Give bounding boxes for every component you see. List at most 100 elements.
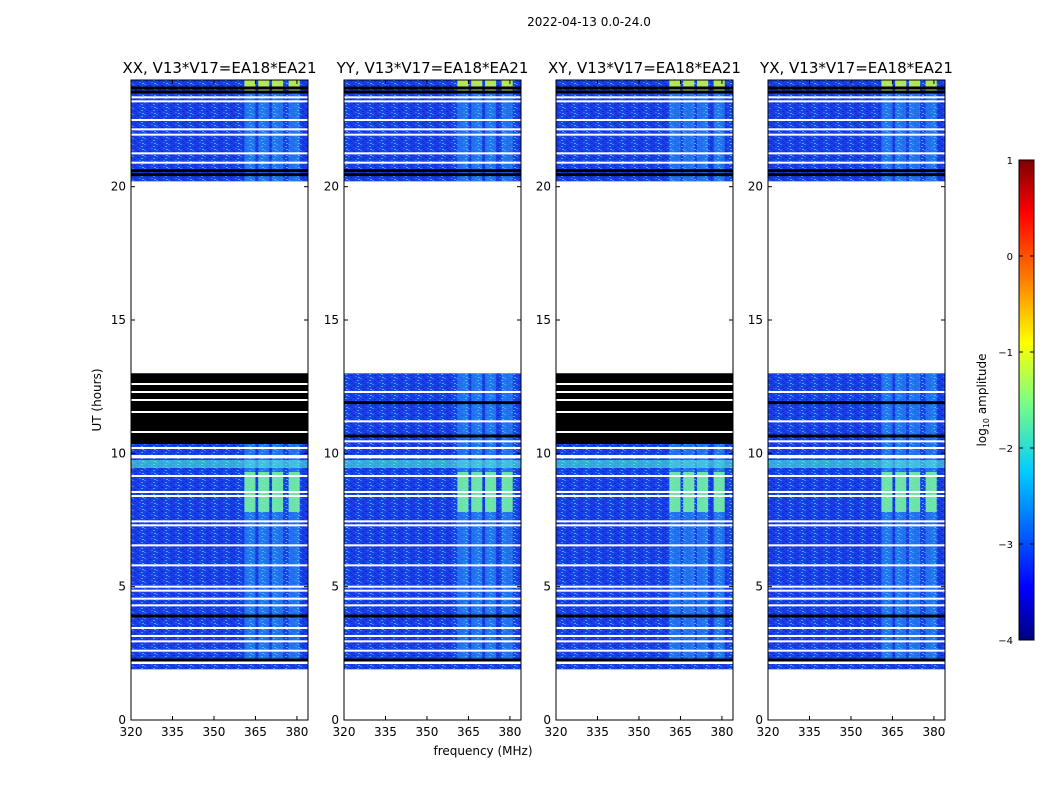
flag-line-white bbox=[768, 440, 945, 443]
flag-line-dark bbox=[131, 173, 308, 177]
flag-line-white bbox=[131, 544, 308, 547]
rfi-band bbox=[272, 373, 284, 659]
flag-line-white bbox=[768, 627, 945, 629]
x-tick-label: 380 bbox=[710, 725, 733, 739]
flag-line-white bbox=[344, 635, 521, 637]
rfi-band bbox=[909, 80, 921, 182]
y-axis-label: UT (hours) bbox=[90, 368, 104, 431]
flag-line-white bbox=[556, 96, 733, 99]
flag-line-white bbox=[131, 456, 308, 459]
rfi-band bbox=[258, 80, 270, 182]
flag-line-dark bbox=[768, 173, 945, 177]
rfi-band bbox=[895, 80, 907, 182]
y-tick-label: 0 bbox=[543, 713, 551, 727]
flag-line-white bbox=[768, 455, 945, 457]
rfi-band bbox=[457, 373, 469, 659]
flag-line-white bbox=[344, 520, 521, 523]
flag-line-white bbox=[344, 161, 521, 164]
flag-line-white bbox=[768, 491, 945, 493]
flag-line-white bbox=[556, 100, 733, 103]
flag-line-white bbox=[131, 447, 308, 449]
flag-line-white bbox=[556, 128, 733, 131]
panel-title: YX, V13*V17=EA18*EA21 bbox=[759, 59, 953, 77]
panel-title: XY, V13*V17=EA18*EA21 bbox=[548, 59, 741, 77]
flag-line-white bbox=[344, 597, 521, 600]
flag-line-white bbox=[768, 649, 945, 652]
rfi-band bbox=[669, 373, 681, 659]
flag-line-white bbox=[768, 635, 945, 637]
rfi-band bbox=[501, 80, 513, 182]
x-tick-label: 335 bbox=[798, 725, 821, 739]
flag-line-white bbox=[768, 447, 945, 449]
flag-line-white bbox=[556, 524, 733, 527]
flag-line-white bbox=[556, 152, 733, 155]
flag-line-dark bbox=[556, 90, 733, 94]
flag-line-dark bbox=[556, 169, 733, 173]
flag-line-white bbox=[344, 649, 521, 652]
flag-line-white bbox=[768, 96, 945, 99]
flag-line-white bbox=[344, 564, 521, 567]
flag-line-white bbox=[344, 100, 521, 103]
rfi-band bbox=[713, 373, 725, 659]
flag-line-white bbox=[131, 100, 308, 103]
flag-line-white bbox=[768, 475, 945, 477]
figure-title: 2022-04-13 0.0-24.0 bbox=[527, 15, 651, 29]
flag-line-white bbox=[344, 152, 521, 155]
rfi-band bbox=[485, 373, 497, 659]
rfi-band bbox=[713, 80, 725, 182]
flag-line-white bbox=[768, 133, 945, 136]
flag-line-dark bbox=[556, 614, 733, 618]
flag-line-white bbox=[768, 391, 945, 393]
x-tick-label: 380 bbox=[922, 725, 945, 739]
flag-line-dark bbox=[344, 614, 521, 618]
panel-frame bbox=[767, 79, 946, 721]
data-block bbox=[768, 664, 945, 670]
flag-line-white bbox=[131, 161, 308, 164]
flag-line-dark bbox=[344, 90, 521, 94]
flag-line-white bbox=[768, 640, 945, 643]
y-tick-label: 10 bbox=[748, 446, 763, 460]
flag-line-dark bbox=[768, 169, 945, 173]
flag-line-white bbox=[556, 133, 733, 136]
flag-line-white bbox=[344, 589, 521, 592]
rfi-band bbox=[244, 80, 256, 182]
flag-line-white bbox=[768, 119, 945, 121]
panel-frame bbox=[343, 79, 522, 721]
x-tick-label: 335 bbox=[161, 725, 184, 739]
x-tick-label: 335 bbox=[374, 725, 397, 739]
flag-line-white bbox=[344, 455, 521, 457]
colorbar-tick-label: −3 bbox=[998, 540, 1013, 551]
flag-line-white bbox=[344, 604, 521, 607]
y-tick-label: 5 bbox=[331, 580, 339, 594]
flag-line-white bbox=[556, 597, 733, 600]
flag-line-dark bbox=[344, 173, 521, 177]
flag-line-white bbox=[131, 455, 308, 457]
flag-line-white bbox=[344, 440, 521, 443]
flag-line-white bbox=[131, 399, 308, 401]
rfi-band bbox=[471, 373, 483, 659]
flag-line-white bbox=[556, 627, 733, 629]
flag-line-white bbox=[131, 128, 308, 131]
y-tick-label: 10 bbox=[536, 446, 551, 460]
flag-line-dark bbox=[556, 86, 733, 90]
flag-line-white bbox=[768, 152, 945, 155]
panel-title: XX, V13*V17=EA18*EA21 bbox=[122, 59, 316, 77]
flag-line-white bbox=[131, 133, 308, 136]
y-tick-label: 15 bbox=[111, 313, 126, 327]
rfi-band bbox=[909, 373, 921, 659]
rfi-band bbox=[925, 80, 937, 182]
colorbar-tick-label: −4 bbox=[998, 636, 1013, 647]
flag-line-white bbox=[344, 456, 521, 459]
flag-line-white bbox=[768, 100, 945, 103]
flag-line-white bbox=[556, 411, 733, 413]
x-tick-label: 335 bbox=[586, 725, 609, 739]
flag-line-white bbox=[344, 491, 521, 493]
flag-line-white bbox=[344, 495, 521, 497]
flag-line-white bbox=[768, 604, 945, 607]
y-tick-label: 20 bbox=[324, 180, 339, 194]
flag-line-white bbox=[344, 627, 521, 629]
x-tick-label: 320 bbox=[545, 725, 568, 739]
flag-line-white bbox=[344, 119, 521, 121]
rfi-band bbox=[272, 80, 284, 182]
flag-line-dark bbox=[131, 86, 308, 90]
